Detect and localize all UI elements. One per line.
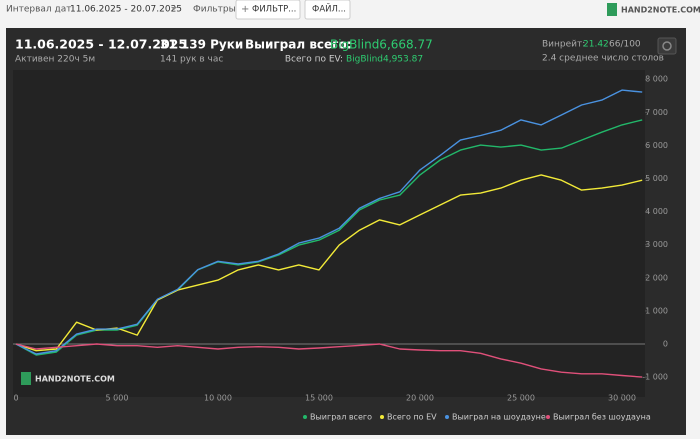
filters-label: Фильтры: [193,5,239,15]
legend-marker [546,415,550,419]
series-line [15,174,643,352]
watermark: HAND2NOTE.COM [35,375,115,384]
x-tick-label: 0 [13,394,18,403]
x-tick-label: 30 000 [608,394,636,403]
logo-icon [607,3,617,16]
y-tick-label: 2 000 [645,273,668,282]
ev-label: Всего по EV: [285,55,343,65]
x-tick-label: 5 000 [106,394,129,403]
y-tick-label: 3 000 [645,240,668,249]
won-label: Выиграл всего: [245,38,352,52]
legend-marker [303,415,307,419]
y-tick-label: 4 000 [645,207,668,216]
period: 11.06.2025 - 12.07.2025 [15,37,187,52]
winrate-hands: 66/100 [609,40,641,50]
series-line [15,89,643,355]
y-tick-label: 8 000 [645,75,668,84]
tables: 2.4 среднее число столов [542,54,664,64]
logo-text: HAND2NOTE.COM [621,6,700,15]
ev-value: BigBlind4,953.87 [346,55,423,65]
legend-label: Выиграл всего [310,413,372,422]
active-time: Активен 220ч 5м [15,55,95,65]
x-tick-label: 15 000 [305,394,333,403]
hands: 31 139 Руки [160,38,243,52]
legend-label: Выиграл без шоудауна [553,413,651,422]
file-button[interactable] [304,0,351,20]
legend-marker [380,415,384,419]
legend-label: Всего по EV [387,413,437,422]
winrate-value: 21.42 [583,40,609,50]
filter-button[interactable] [235,0,301,20]
won-value: BigBlind6,668.77 [330,38,433,52]
date-range[interactable]: 11.06.2025 - 20.07.2025 [70,5,182,15]
x-tick-label: 25 000 [507,394,535,403]
settings-button[interactable] [657,37,677,55]
legend-marker [445,415,449,419]
y-tick-label: 6 000 [645,141,668,150]
hands-per-hour: 141 рук в час [160,55,223,65]
chart: -1 000 0 1 000 2 000 3 000 4 000 5 000 6 000 7 0… [13,75,668,422]
date-label: Интервал дат: [6,5,75,15]
series-line [15,343,643,378]
winrate-label: Винрейт: [542,40,585,50]
dropdown-arrow[interactable] [171,7,177,10]
filter-button-text: ФИЛЬТР... [252,5,296,15]
settings-icon [662,41,672,51]
y-tick-label: 7 000 [645,108,668,117]
y-tick-label: 1 000 [645,306,668,315]
legend-label: Выиграл на шоудауне [452,413,546,422]
x-tick-label: 10 000 [204,394,232,403]
watermark-icon [21,372,31,385]
y-tick-label: 5 000 [645,174,668,183]
y-tick-label: -1 000 [642,373,668,382]
y-tick-label: 0 [663,340,668,349]
plus-icon: + [241,4,249,15]
file-button-text: ФАЙЛ... [312,3,346,15]
x-tick-label: 20 000 [406,394,434,403]
